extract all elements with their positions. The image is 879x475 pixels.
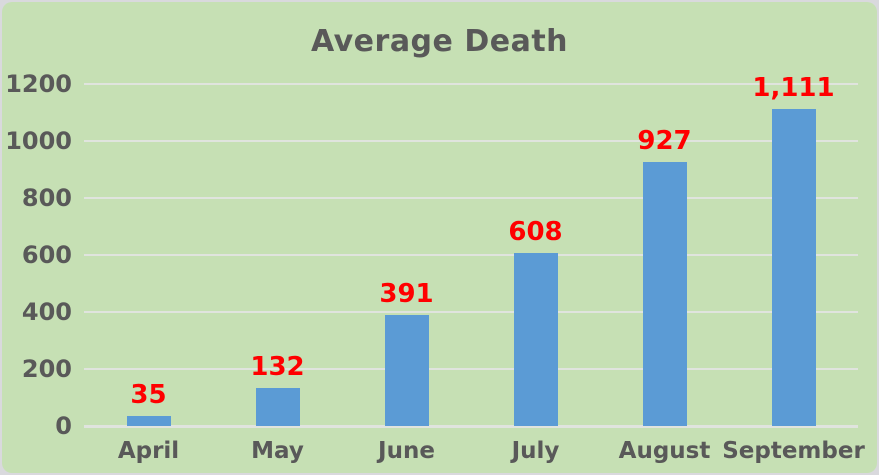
bar bbox=[384, 314, 429, 426]
x-axis-label: July bbox=[511, 438, 560, 464]
x-axis-label: August bbox=[618, 438, 711, 464]
gridline bbox=[84, 254, 858, 256]
chart-title: Average Death bbox=[310, 24, 569, 59]
gridline bbox=[84, 311, 858, 313]
y-axis-label: 400 bbox=[21, 298, 72, 326]
x-axis-label: May bbox=[251, 438, 304, 464]
gridline bbox=[84, 368, 858, 370]
bar bbox=[513, 252, 558, 426]
x-axis-label: April bbox=[117, 438, 180, 464]
y-axis-label: 1000 bbox=[5, 127, 72, 155]
bar bbox=[642, 161, 687, 426]
bar bbox=[126, 416, 171, 426]
x-axis-label: September bbox=[722, 438, 865, 464]
gridline bbox=[84, 197, 858, 199]
y-axis-label: 600 bbox=[21, 241, 72, 269]
bar bbox=[771, 109, 816, 426]
y-axis-label: 0 bbox=[55, 412, 72, 440]
bar-value-label: 132 bbox=[250, 352, 305, 383]
bar-value-label: 35 bbox=[130, 380, 167, 411]
gridline bbox=[84, 425, 858, 428]
bar bbox=[255, 388, 300, 426]
x-axis-label: June bbox=[378, 438, 435, 464]
y-axis-label: 800 bbox=[21, 184, 72, 212]
gridline bbox=[84, 83, 858, 85]
y-axis-label: 200 bbox=[21, 355, 72, 383]
bar-value-label: 927 bbox=[637, 125, 692, 156]
bar-value-label: 391 bbox=[379, 278, 434, 309]
bar-value-label: 608 bbox=[508, 216, 563, 247]
gridline bbox=[84, 140, 858, 142]
bar-value-label: 1,111 bbox=[752, 73, 835, 104]
y-axis-label: 1200 bbox=[5, 70, 72, 98]
